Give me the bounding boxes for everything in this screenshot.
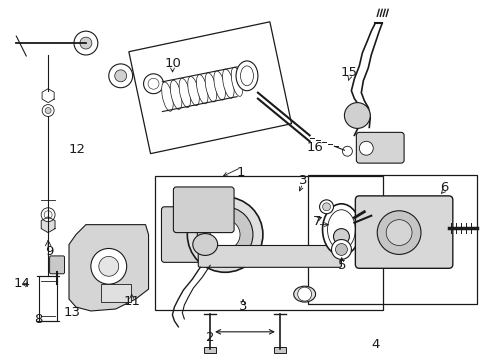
Ellipse shape	[192, 234, 217, 255]
Circle shape	[197, 207, 252, 262]
Bar	[39, 276, 57, 321]
FancyBboxPatch shape	[49, 256, 64, 274]
Ellipse shape	[240, 66, 253, 86]
Ellipse shape	[187, 76, 199, 106]
FancyBboxPatch shape	[161, 207, 212, 262]
FancyBboxPatch shape	[173, 187, 234, 233]
Bar	[204, 347, 216, 353]
FancyBboxPatch shape	[198, 246, 341, 267]
Circle shape	[333, 229, 349, 244]
Ellipse shape	[236, 61, 257, 91]
Text: 11: 11	[123, 295, 140, 308]
Text: 16: 16	[306, 141, 323, 154]
Bar	[307, 175, 476, 304]
FancyBboxPatch shape	[356, 132, 403, 163]
Circle shape	[376, 211, 420, 255]
Circle shape	[80, 37, 92, 49]
Bar	[154, 176, 383, 310]
Ellipse shape	[213, 71, 225, 100]
Text: 3: 3	[298, 174, 306, 186]
Ellipse shape	[162, 82, 173, 111]
FancyBboxPatch shape	[355, 196, 452, 268]
Ellipse shape	[179, 78, 190, 108]
Text: 14: 14	[13, 277, 30, 290]
Ellipse shape	[322, 204, 360, 255]
Text: 10: 10	[164, 57, 181, 71]
Ellipse shape	[170, 80, 182, 109]
Circle shape	[359, 141, 372, 155]
Circle shape	[319, 200, 333, 214]
Text: 5: 5	[337, 259, 346, 272]
Circle shape	[148, 78, 159, 89]
Circle shape	[210, 220, 240, 249]
Text: 12: 12	[68, 143, 85, 156]
Circle shape	[115, 70, 126, 82]
Circle shape	[42, 105, 54, 117]
Ellipse shape	[293, 286, 315, 302]
Ellipse shape	[196, 75, 207, 104]
Circle shape	[335, 243, 346, 255]
Circle shape	[41, 208, 55, 222]
Bar	[273, 347, 285, 353]
Text: 4: 4	[371, 338, 379, 351]
Text: 15: 15	[340, 66, 357, 79]
Bar	[101, 284, 130, 302]
Text: 3: 3	[238, 300, 247, 313]
Text: 13: 13	[63, 306, 80, 319]
Circle shape	[74, 31, 98, 55]
Circle shape	[91, 248, 126, 284]
Ellipse shape	[231, 67, 243, 96]
Ellipse shape	[205, 73, 216, 102]
Circle shape	[322, 203, 330, 211]
Text: 9: 9	[45, 245, 53, 258]
Text: 1: 1	[236, 166, 245, 179]
Circle shape	[45, 108, 51, 113]
Circle shape	[386, 220, 411, 246]
Circle shape	[331, 239, 351, 260]
Ellipse shape	[330, 214, 347, 235]
Polygon shape	[41, 217, 55, 233]
Circle shape	[99, 256, 119, 276]
Text: 8: 8	[34, 313, 42, 326]
Ellipse shape	[327, 210, 355, 249]
Circle shape	[297, 287, 311, 301]
Circle shape	[344, 103, 369, 129]
Circle shape	[108, 64, 132, 88]
Text: 6: 6	[439, 181, 447, 194]
Ellipse shape	[324, 207, 354, 242]
Circle shape	[44, 211, 52, 219]
Polygon shape	[69, 225, 148, 311]
Text: 2: 2	[206, 332, 214, 345]
Circle shape	[187, 197, 263, 272]
Ellipse shape	[222, 69, 234, 98]
Text: 7: 7	[312, 215, 321, 228]
Circle shape	[143, 74, 163, 94]
Circle shape	[342, 146, 352, 156]
